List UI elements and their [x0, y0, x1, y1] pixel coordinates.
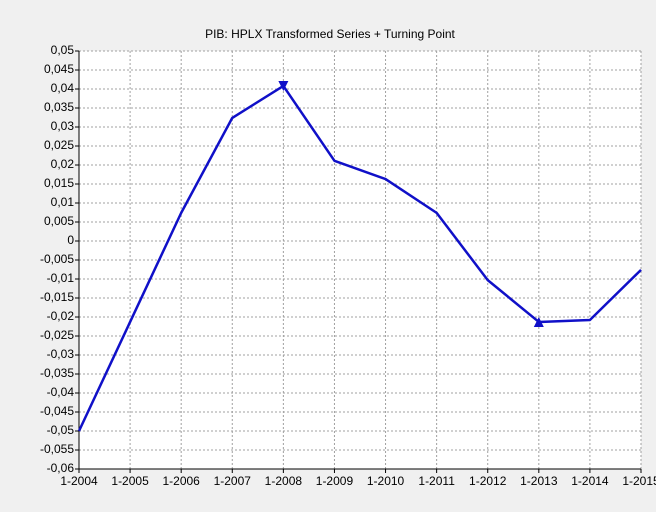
y-tick-label: -0,06 — [47, 461, 75, 475]
chart-title: PIB: HPLX Transformed Series + Turning P… — [205, 27, 455, 41]
y-tick-label: -0,025 — [40, 328, 74, 342]
x-tick-label: 1-2013 — [520, 474, 558, 488]
x-tick-label: 1-2011 — [418, 474, 455, 488]
x-tick-label: 1-2015 — [622, 474, 656, 488]
y-tick-label: -0,03 — [47, 347, 75, 361]
y-tick-label: 0 — [67, 233, 74, 247]
y-tick-label: 0,01 — [51, 195, 75, 209]
y-tick-label: 0,025 — [44, 138, 74, 152]
y-tick-label: 0,03 — [51, 119, 75, 133]
x-tick-label: 1-2007 — [214, 474, 252, 488]
y-tick-label: -0,01 — [47, 271, 75, 285]
y-tick-label: 0,02 — [51, 157, 75, 171]
y-tick-label: -0,015 — [40, 290, 74, 304]
x-tick-label: 1-2005 — [111, 474, 149, 488]
line — [77, 84, 642, 432]
y-tick-label: 0,005 — [44, 214, 74, 228]
turning-point — [533, 316, 544, 327]
y-tick-label: -0,035 — [40, 366, 74, 380]
x-tick-label: 1-2014 — [571, 474, 609, 488]
x-tick-label: 1-2004 — [60, 474, 98, 488]
y-tick-label: 0,035 — [44, 100, 74, 114]
y-tick-label: -0,05 — [47, 423, 75, 437]
y-tick-label: 0,045 — [44, 62, 74, 76]
turning-point — [278, 80, 289, 91]
y-tick-label: 0,05 — [51, 43, 75, 57]
y-tick-label: -0,045 — [40, 404, 74, 418]
x-tick-label: 1-2010 — [367, 474, 405, 488]
y-tick-label: -0,005 — [40, 252, 74, 266]
x-tick-label: 1-2006 — [162, 474, 200, 488]
y-tick-label: -0,02 — [47, 309, 75, 323]
x-tick-label: 1-2012 — [469, 474, 507, 488]
y-tick-label: -0,055 — [40, 442, 74, 456]
y-tick-label: 0,04 — [51, 81, 75, 95]
y-tick-label: -0,04 — [47, 385, 75, 399]
x-tick-label: 1-2008 — [265, 474, 303, 488]
x-tick-label: 1-2009 — [316, 474, 354, 488]
y-tick-label: 0,015 — [44, 176, 74, 190]
